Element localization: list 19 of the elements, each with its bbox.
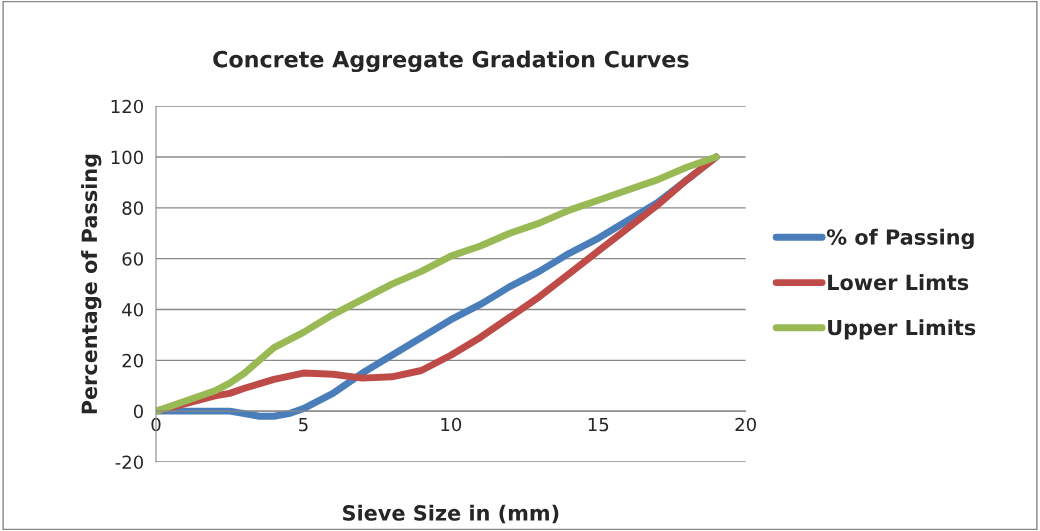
y-tick-label: 100 xyxy=(111,150,143,165)
y-tick-label: 120 xyxy=(111,99,143,114)
legend-label: Lower Limts xyxy=(828,274,969,291)
legend-label: Upper Limits xyxy=(828,319,976,340)
y-tick-label: 60 xyxy=(122,252,143,266)
y-axis-title: Percentage of Passing xyxy=(81,154,102,414)
x-axis-title: Sieve Size in (mm) xyxy=(343,504,559,524)
y-tick-label: 80 xyxy=(122,201,143,215)
x-tick-label: 10 xyxy=(441,417,462,432)
y-tick-label: 40 xyxy=(122,302,143,317)
y-tick-label: 20 xyxy=(122,353,143,368)
chart-title: Concrete Aggregate Gradation Curves xyxy=(213,50,689,73)
y-tick-label: 0 xyxy=(133,404,143,419)
legend-label: % of Passing xyxy=(826,228,974,250)
y-tick-label: -20 xyxy=(115,455,143,470)
x-tick-label: 0 xyxy=(151,417,161,432)
x-tick-label: 20 xyxy=(735,417,756,432)
x-tick-label: 5 xyxy=(299,417,308,432)
x-tick-label: 15 xyxy=(588,417,609,432)
